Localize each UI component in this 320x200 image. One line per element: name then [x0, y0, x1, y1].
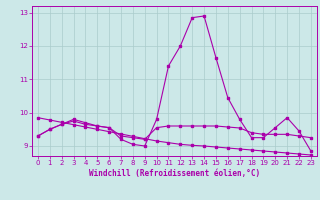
X-axis label: Windchill (Refroidissement éolien,°C): Windchill (Refroidissement éolien,°C)	[89, 169, 260, 178]
